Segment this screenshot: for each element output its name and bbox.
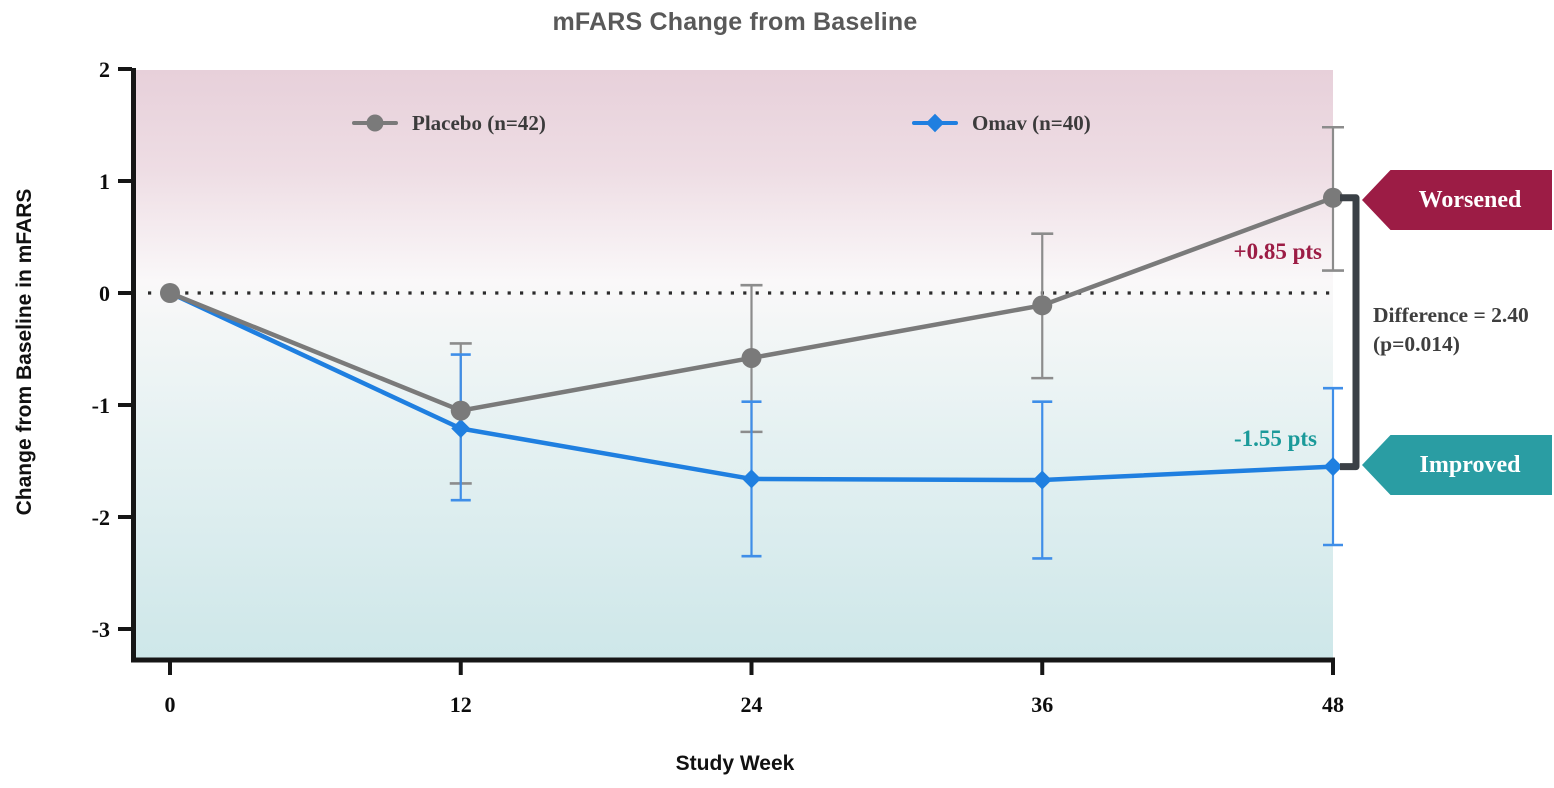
improved-arrow-badge: Improved [1362,435,1552,495]
legend-item-placebo: Placebo (n=42) [352,110,546,136]
placebo-line-swatch [352,114,398,132]
difference-value-line: Difference = 2.40 [1373,303,1529,327]
omav-diamond-marker-icon [925,113,945,133]
placebo-point [1032,295,1053,316]
x-tick-label: 24 [741,692,763,717]
omav-point [742,469,761,489]
y-tick-label: 0 [99,281,110,306]
x-axis-title: Study Week [675,752,795,775]
placebo-endpoint-annotation: +0.85 pts [1233,239,1322,264]
y-axis-title: Change from Baseline in mFARS [13,188,36,516]
plot-background [135,70,1333,658]
legend-label-omav: Omav (n=40) [972,110,1091,135]
x-tick-label: 0 [165,692,176,717]
x-tick-label: 36 [1031,692,1053,717]
omav-endpoint-annotation: -1.55 pts [1233,426,1317,451]
placebo-point [160,283,180,303]
y-tick-label: 1 [99,169,110,194]
x-tick-label: 48 [1322,692,1344,717]
worsened-arrow-badge: Worsened [1362,170,1552,230]
y-tick-label: 2 [99,57,110,82]
placebo-point [741,347,762,368]
chart-title: mFARS Change from Baseline [552,8,918,36]
difference-pvalue-line: (p=0.014) [1373,332,1460,356]
x-tick-label: 12 [450,692,472,717]
placebo-circle-marker-icon [366,114,384,132]
omav-point [1032,470,1052,490]
legend-label-placebo: Placebo (n=42) [412,110,546,135]
omav-point [1323,457,1343,477]
omav-point [451,419,471,439]
y-tick-label: -3 [92,617,110,642]
placebo-point [450,400,471,421]
difference-bracket [1340,194,1360,471]
y-tick-label: -2 [92,505,110,530]
omav-line-swatch [912,113,958,133]
legend-item-omav: Omav (n=40) [912,110,1091,136]
y-tick-label: -1 [92,393,110,418]
placebo-point [1323,187,1343,208]
difference-annotation: Difference = 2.40 (p=0.014) [1373,301,1529,359]
